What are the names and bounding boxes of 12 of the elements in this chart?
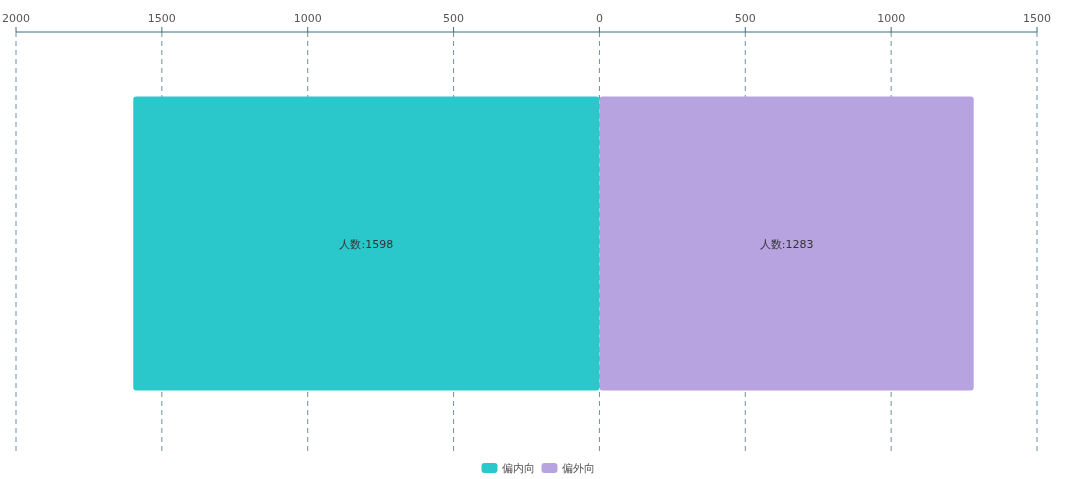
x-tick-label: 0 bbox=[595, 12, 603, 25]
x-tick-label: 1500 bbox=[1023, 12, 1051, 25]
x-tick-label: 500 bbox=[734, 12, 756, 25]
data-label: 人数:1598 bbox=[339, 237, 394, 251]
legend-label: 偏内向 bbox=[501, 462, 535, 475]
x-tick-label: 2000 bbox=[2, 12, 30, 25]
legend-label: 偏外向 bbox=[561, 462, 595, 475]
data-label: 人数:1283 bbox=[759, 237, 814, 251]
x-tick-label: 1000 bbox=[877, 12, 906, 25]
x-tick-label: 1000 bbox=[293, 12, 322, 25]
x-tick-label: 500 bbox=[443, 12, 465, 25]
x-tick-label: 1500 bbox=[147, 12, 176, 25]
